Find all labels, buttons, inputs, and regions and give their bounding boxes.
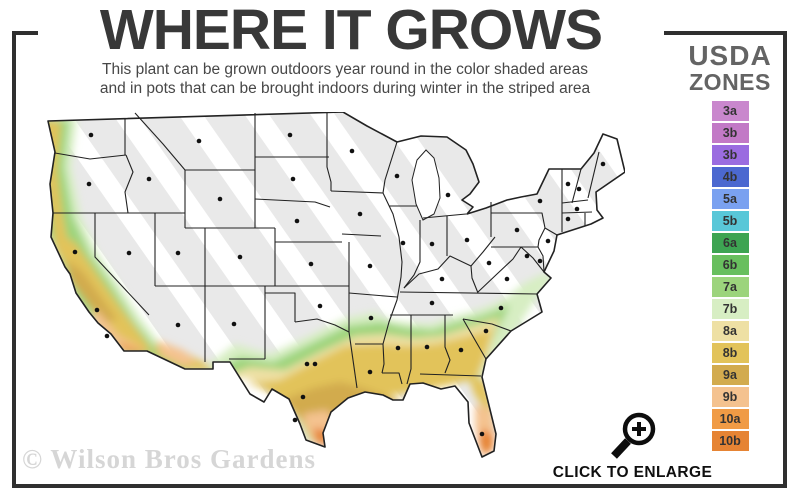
- page-title: WHERE IT GROWS: [99, 0, 603, 62]
- state-dots: [72, 132, 606, 437]
- legend-title-zones: ZONES: [689, 69, 771, 95]
- subtitle-line-1: This plant can be grown outdoors year ro…: [102, 61, 588, 78]
- zone-list: 3a 3b 3b 4b 5a 5b 6a 6b 7a 7b 8a 8b 9a 9b 10a 10b: [672, 101, 788, 452]
- zone-box: 9b: [711, 387, 749, 408]
- zone-box: 10b: [711, 431, 749, 452]
- zone-box: 4b: [711, 167, 749, 188]
- state-borders: [53, 112, 600, 389]
- subtitle-line-2: and in pots that can be brought indoors …: [99, 79, 591, 97]
- lake-michigan: [411, 149, 441, 221]
- zone-box: 6a: [711, 233, 749, 254]
- zone-box: 5b: [711, 211, 749, 232]
- us-outline: [47, 111, 626, 458]
- zone-box: 9a: [711, 365, 749, 386]
- click-to-enlarge-label: CLICK TO ENLARGE: [544, 464, 721, 482]
- header: WHERE IT GROWS: [38, 0, 664, 59]
- zone-box: 6b: [711, 255, 749, 276]
- usda-zones-legend: USDA ZONES 3a 3b 3b 4b 5a 5b 6a 6b 7a 7b 8a 8b 9a 9b 1…: [672, 40, 788, 452]
- zone-box: 3b: [711, 123, 749, 144]
- zone-box: 3a: [711, 101, 749, 122]
- zone-box: 7a: [711, 277, 749, 298]
- watermark: © Wilson Bros Gardens: [22, 444, 316, 474]
- usda-zone-map: [45, 111, 626, 464]
- subtitle: This plant can be grown outdoors year ro…: [40, 61, 650, 98]
- zone-box: 5a: [711, 189, 749, 210]
- zone-box: 7b: [711, 299, 749, 320]
- click-to-enlarge-button[interactable]: CLICK TO ENLARGE: [540, 408, 725, 482]
- zone-box: 3b: [711, 145, 749, 166]
- us-map-svg: [47, 111, 626, 458]
- zone-box: 8b: [711, 343, 749, 364]
- magnifier-zoom-icon: [610, 412, 655, 459]
- legend-title-usda: USDA: [688, 40, 772, 71]
- map-fill-layer: [48, 112, 625, 457]
- zone-box: 10a: [711, 409, 749, 430]
- zone-box: 8a: [711, 321, 749, 342]
